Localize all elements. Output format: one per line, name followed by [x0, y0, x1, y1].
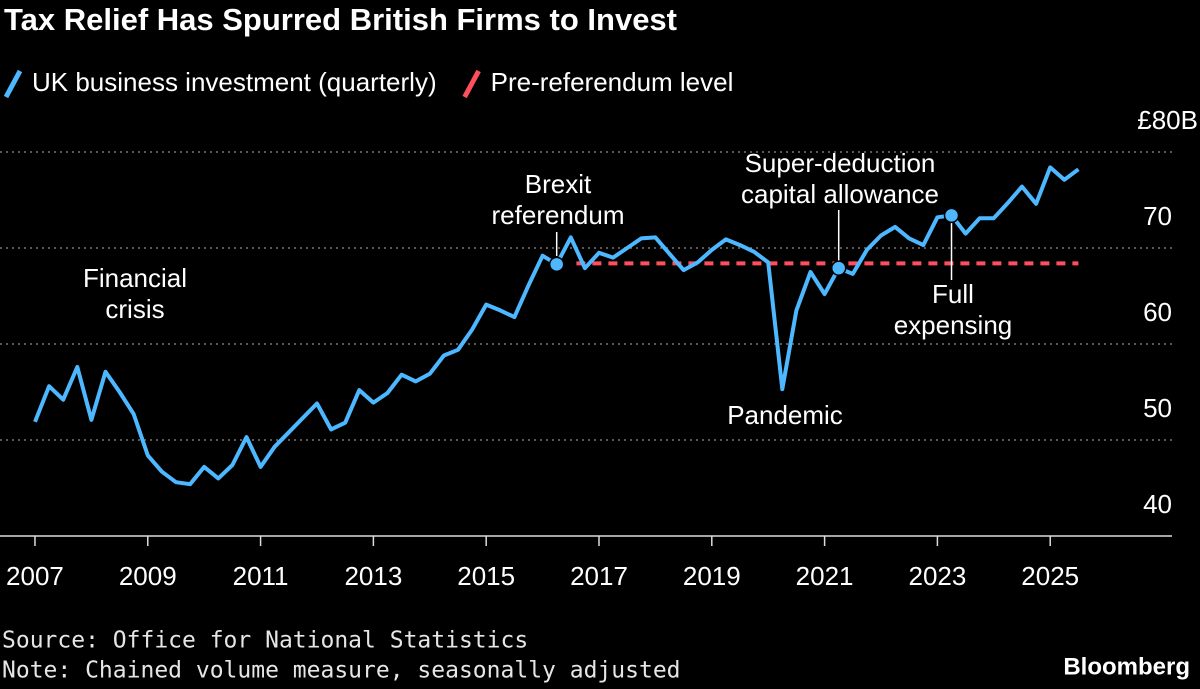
y-tick-label: 70 — [1143, 201, 1172, 231]
annotation-text: crisis — [105, 294, 164, 324]
x-tick-label: 2023 — [908, 561, 966, 591]
y-tick-label: £80B — [1137, 105, 1198, 135]
annotation-text: referendum — [492, 200, 625, 230]
x-tick-label: 2015 — [457, 561, 515, 591]
legend-label: Pre-referendum level — [491, 67, 734, 97]
y-tick-label: 50 — [1143, 393, 1172, 423]
x-tick-label: 2009 — [119, 561, 177, 591]
y-tick-label: 60 — [1143, 297, 1172, 327]
annotation-dot — [830, 260, 847, 276]
x-tick-label: 2013 — [344, 561, 402, 591]
annotation-text: Pandemic — [727, 400, 843, 430]
annotation-text: Full — [932, 279, 974, 309]
y-tick-label: 40 — [1143, 489, 1172, 519]
x-tick-label: 2019 — [683, 561, 741, 591]
note: Note: Chained volume measure, seasonally… — [2, 658, 681, 684]
x-tick-label: 2021 — [796, 561, 854, 591]
annotation-text: expensing — [894, 310, 1013, 340]
source: Source: Office for National Statistics — [2, 628, 528, 654]
legend-label: UK business investment (quarterly) — [32, 67, 437, 97]
annotation-dot — [548, 256, 565, 273]
annotation-dot — [943, 207, 960, 224]
annotation-text: Financial — [83, 263, 187, 293]
annotation-text: Brexit — [525, 169, 592, 199]
annotation-text: capital allowance — [741, 179, 939, 209]
x-tick-label: 2017 — [570, 561, 628, 591]
x-tick-label: 2007 — [6, 561, 64, 591]
x-tick-label: 2011 — [233, 561, 289, 591]
chart-title: Tax Relief Has Spurred British Firms to … — [4, 2, 677, 37]
legend-swatch — [462, 69, 481, 99]
legend-swatch — [3, 69, 23, 99]
annotation-text: Super-deduction — [745, 148, 936, 178]
x-tick-label: 2025 — [1021, 561, 1079, 591]
brand: Bloomberg — [1063, 653, 1190, 680]
